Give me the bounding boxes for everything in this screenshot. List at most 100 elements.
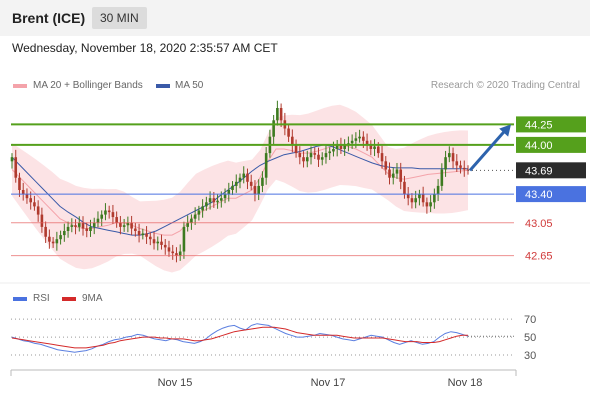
candle-body [33, 202, 36, 207]
candle-body [171, 251, 175, 254]
candle-body [246, 173, 249, 182]
level-label-42.65: 42.65 [525, 251, 553, 263]
level-label-44.25: 44.25 [525, 119, 553, 131]
candle-body [373, 146, 376, 149]
candle-body [429, 202, 432, 207]
rsi-tick-label: 70 [524, 314, 536, 326]
candle-body [115, 217, 118, 223]
candle-body [317, 154, 320, 160]
level-label-43.05: 43.05 [525, 218, 553, 230]
candle-body [234, 181, 238, 186]
level-label-43.40: 43.40 [525, 189, 553, 201]
candle-body [391, 173, 395, 178]
candle-body [399, 169, 403, 182]
candle-body [403, 181, 406, 195]
candle-body [152, 239, 156, 244]
x-tick-label: Nov 17 [311, 377, 346, 389]
bollinger-band-area [12, 104, 468, 273]
candle-body [418, 194, 421, 199]
candle-body [369, 144, 373, 149]
candle-body [137, 231, 141, 236]
ma50-legend-swatch [156, 84, 170, 88]
ma50-legend-label: MA 50 [175, 80, 204, 91]
candle-body [339, 144, 343, 149]
candle-body [44, 226, 47, 237]
candle-body [242, 173, 246, 178]
candle-body [21, 190, 25, 195]
candle-body [249, 181, 253, 186]
candle-body [294, 144, 298, 154]
ma20-legend-label: MA 20 + Bollinger Bands [33, 80, 143, 91]
candle-body [92, 222, 96, 227]
candle-body [358, 136, 361, 139]
candle-body [178, 251, 182, 256]
candle-body [395, 169, 399, 174]
candle-body [444, 157, 447, 170]
candle-body [291, 136, 294, 145]
candle-body [380, 153, 384, 162]
candle-body [25, 194, 29, 199]
rsi-legend-label: RSI [33, 293, 50, 304]
rsi-ma9-line [11, 326, 468, 349]
candle-body [376, 146, 380, 154]
candle-body [119, 222, 122, 227]
candle-body [328, 151, 332, 154]
level-tag-44.25 [516, 116, 586, 133]
candle-body [287, 128, 290, 137]
candle-body [107, 210, 111, 213]
candle-body [272, 120, 275, 137]
candle-body [126, 222, 130, 226]
candle-body [421, 194, 425, 203]
rsi-legend-swatch [13, 297, 27, 301]
candle-body [141, 233, 145, 236]
ma9-legend-swatch [62, 297, 76, 301]
candle-body [223, 194, 227, 199]
ma9-legend-label: 9MA [82, 293, 103, 304]
credit-label: Research © 2020 Trading Central [430, 80, 580, 91]
candle-body [440, 169, 444, 186]
candle-body [74, 225, 77, 227]
candle-body [354, 138, 358, 141]
candle-body [216, 200, 219, 203]
candle-body [111, 212, 115, 218]
candle-body [89, 226, 92, 231]
candle-body [29, 198, 32, 203]
level-label-44.00: 44.00 [525, 140, 553, 152]
candle-body [186, 222, 189, 227]
candle-body [305, 157, 309, 162]
level-tag-43.40 [516, 186, 586, 203]
chart-header: Brent (ICE) 30 MIN [0, 0, 590, 36]
candle-body [10, 157, 14, 162]
x-tick-label: Nov 18 [448, 377, 483, 389]
forecast-arrow-shaft [468, 127, 509, 172]
candle-body [66, 226, 70, 231]
candle-body [134, 228, 137, 231]
candle-body [104, 210, 107, 215]
current-price-label: 43.69 [525, 165, 553, 177]
candle-body [36, 206, 40, 215]
candle-body [18, 177, 21, 190]
candle-body [425, 202, 429, 207]
forecast-arrow-head [499, 124, 511, 137]
candle-body [253, 185, 257, 195]
candle-body [302, 157, 305, 162]
candle-body [77, 222, 81, 227]
candle-body [160, 241, 163, 245]
candle-body [257, 185, 260, 195]
candle-body [298, 153, 302, 158]
candle-body [100, 214, 104, 219]
candle-body [193, 214, 197, 219]
rsi-tick-label: 50 [524, 332, 536, 344]
candle-body [276, 108, 279, 121]
candle-body [451, 153, 455, 162]
candle-body [130, 222, 133, 229]
candle-body [238, 177, 242, 182]
candle-body [365, 140, 369, 145]
candle-body [324, 153, 328, 158]
candle-body [163, 244, 167, 248]
timeframe-badge[interactable]: 30 MIN [92, 7, 147, 29]
candle-body [148, 236, 152, 240]
candle-body [212, 198, 216, 203]
candle-body [167, 247, 171, 252]
candle-body [309, 153, 313, 158]
